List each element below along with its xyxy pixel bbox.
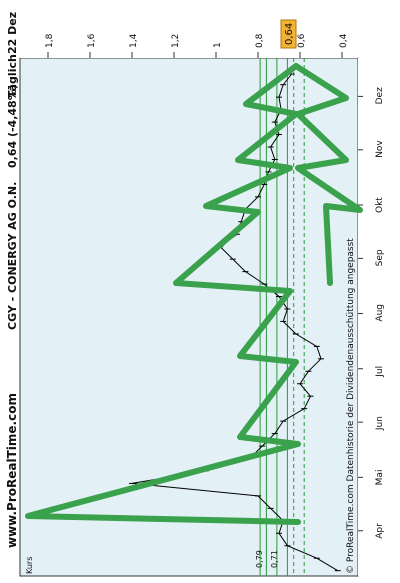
site-label: www.ProRealTime.com: [5, 393, 19, 548]
price-tick-label: 1: [213, 42, 223, 48]
date-axis-strip: [358, 58, 400, 576]
quote-label: 0,64 (-4,48%): [6, 84, 19, 168]
price-ticks: 0,4 0,6 0,8 1 1,2 1,4 1,6 1,8: [45, 33, 349, 58]
price-tick-label: 1,2: [171, 34, 181, 48]
date-tick-label: Mai: [375, 470, 385, 486]
date-tick-label: Sep: [375, 249, 385, 266]
tree-drawing-right: [293, 63, 363, 286]
price-badge: [280, 19, 297, 49]
price-tick-label: 1,6: [87, 33, 97, 48]
kurs-label: Kurs: [25, 557, 34, 574]
date-tick-label: Dez: [375, 87, 385, 104]
date-label: 22 Dez: [6, 12, 19, 54]
date-tick-label: Okt: [375, 197, 385, 213]
period-label: Täglich: [6, 54, 19, 98]
price-tick-label: 0,8: [255, 33, 265, 48]
level-label-079: 0,79: [255, 550, 264, 568]
price-tick-label: 1,8: [45, 33, 55, 48]
price-series: [129, 73, 341, 572]
copyright: © ProRealTime.com Datenhistorie der Divi…: [346, 238, 356, 574]
date-tick-label: Nov: [375, 140, 385, 158]
price-tick-label: 0,4: [339, 33, 349, 48]
date-ticks: Apr Mai Jun Jul Aug Sep Okt Nov Dez: [358, 87, 385, 539]
date-tick-label: Jul: [375, 366, 385, 378]
date-tick-label: Aug: [375, 304, 385, 322]
price-badge-value: 0,64: [284, 23, 295, 45]
date-tick-label: Apr: [375, 523, 385, 539]
tree-drawing: [25, 63, 301, 525]
plot-area: [19, 57, 359, 577]
price-axis-strip: [20, 0, 358, 58]
instrument-label: CGY - CONERGY AG O.N.: [6, 182, 19, 330]
date-tick-label: Jun: [375, 416, 385, 431]
price-tick-label: 0,6: [297, 33, 307, 48]
price-tick-label: 1,4: [129, 33, 139, 48]
level-label-071: 0,71: [270, 550, 279, 568]
